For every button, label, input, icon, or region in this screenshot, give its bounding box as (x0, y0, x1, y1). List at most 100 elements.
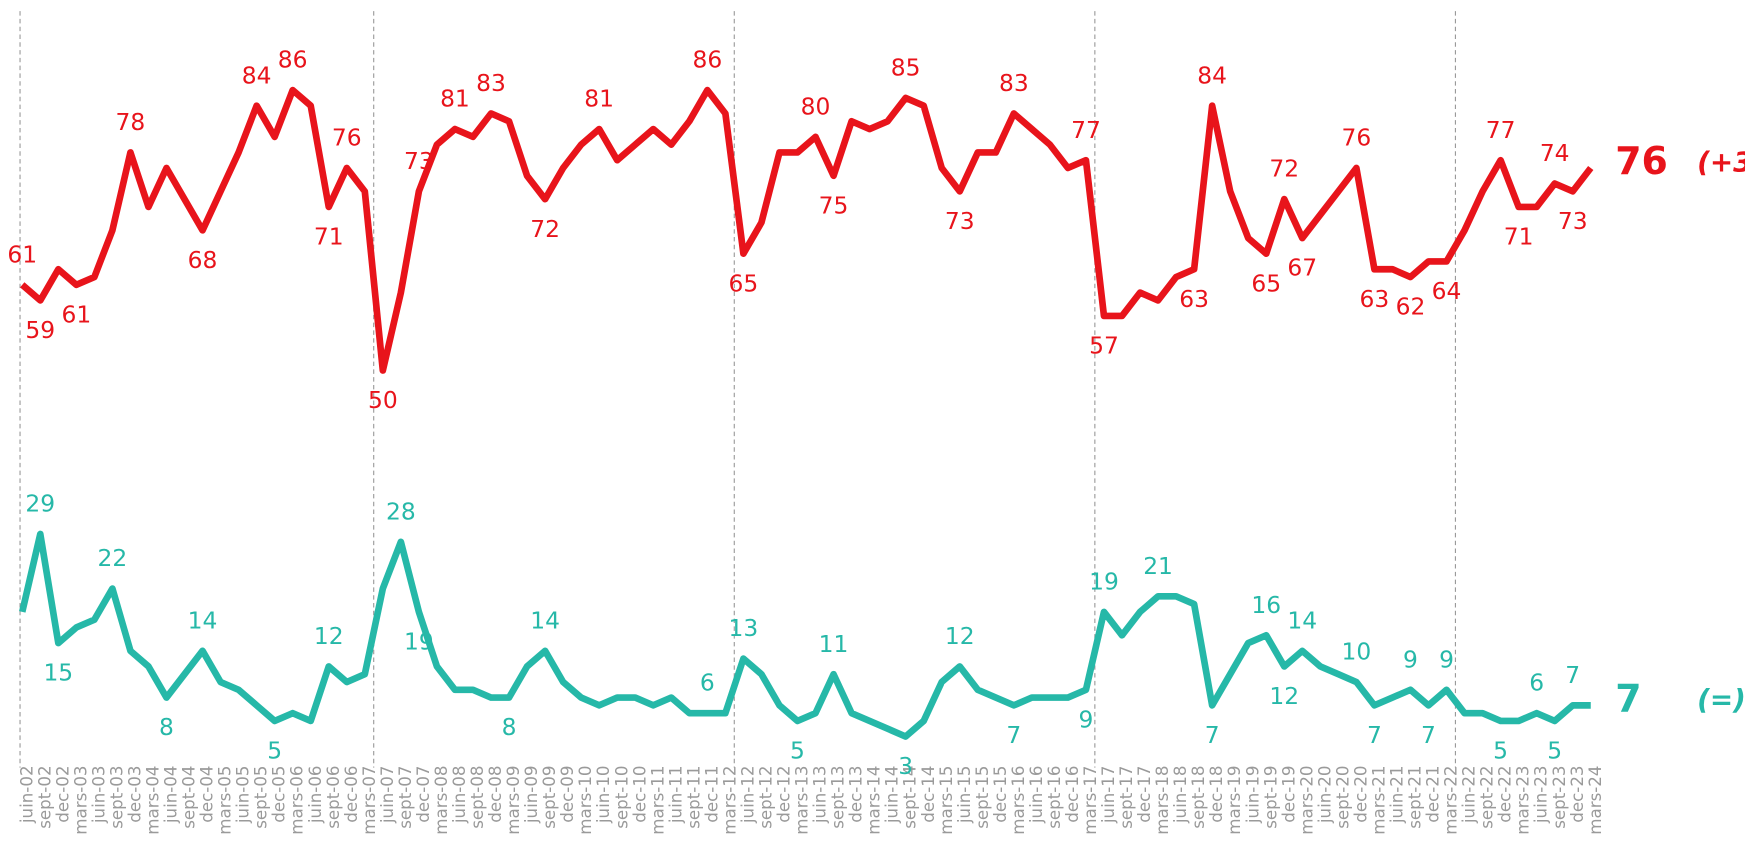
x-tick-label: juin-17 (1099, 765, 1118, 824)
x-tick-label: sept-12 (756, 765, 775, 828)
value-label: 19 (1089, 567, 1119, 595)
value-label: 85 (891, 53, 921, 81)
value-label: 8 (502, 713, 517, 741)
x-tick-label: mars-14 (865, 765, 884, 834)
x-tick-label: mars-07 (360, 765, 379, 834)
value-label: 22 (98, 544, 128, 572)
value-label: 6 (1529, 669, 1544, 697)
x-tick-label: mars-11 (648, 765, 667, 834)
x-tick-label: mars-21 (1369, 765, 1388, 834)
x-tick-label: mars-22 (1442, 765, 1461, 834)
value-label: 65 (1251, 269, 1281, 297)
value-label: 74 (1540, 139, 1570, 167)
value-label: 63 (1360, 285, 1390, 313)
value-label: 13 (729, 614, 759, 642)
value-label: 72 (1269, 155, 1299, 183)
x-tick-label: mars-08 (432, 765, 451, 834)
x-tick-label: mars-03 (71, 765, 90, 834)
x-tick-label: mars-17 (1081, 765, 1100, 834)
last-value-label: 76 (1615, 139, 1668, 183)
value-label: 83 (476, 69, 506, 97)
x-tick-label: sept-04 (180, 765, 199, 828)
x-tick-label: mars-15 (937, 765, 956, 834)
x-tick-label: dec-06 (342, 765, 361, 822)
x-tick-label: sept-16 (1045, 765, 1064, 828)
x-tick-label: dec-02 (53, 765, 72, 822)
value-label: 86 (692, 46, 722, 74)
x-tick-label: juin-22 (1460, 765, 1479, 824)
x-tick-label: sept-05 (252, 765, 271, 828)
value-label: 12 (1269, 682, 1299, 710)
x-tick-label: dec-15 (991, 765, 1010, 822)
value-label: 84 (242, 61, 272, 89)
x-tick-label: sept-20 (1333, 765, 1352, 828)
x-tick-label: juin-09 (522, 765, 541, 824)
value-label: 7 (1565, 661, 1580, 689)
value-label: 73 (1558, 207, 1588, 235)
value-label: 9 (1439, 645, 1454, 673)
x-tick-label: juin-14 (883, 765, 902, 824)
value-label: 6 (700, 669, 715, 697)
x-tick-label: dec-13 (847, 765, 866, 822)
x-tick-label: juin-21 (1388, 765, 1407, 824)
value-label: 5 (1493, 737, 1508, 765)
value-label: 77 (1486, 116, 1516, 144)
value-label: 64 (1432, 277, 1462, 305)
value-label: 9 (1079, 705, 1094, 733)
series-line (20, 86, 1594, 374)
value-label: 83 (999, 69, 1029, 97)
value-label: 7 (1205, 721, 1220, 749)
value-label: 14 (1287, 606, 1317, 634)
x-tick-label: dec-19 (1279, 765, 1298, 822)
x-tick-label: dec-10 (630, 765, 649, 822)
x-tick-label: mars-19 (1225, 765, 1244, 834)
value-label: 12 (945, 622, 975, 650)
x-tick-label: dec-14 (919, 765, 938, 822)
x-tick-label: dec-17 (1135, 765, 1154, 822)
value-label: 11 (819, 630, 849, 658)
x-tick-label: dec-11 (702, 765, 721, 822)
x-tick-label: mars-24 (1586, 765, 1605, 834)
x-tick-label: sept-22 (1478, 765, 1497, 828)
value-label: 57 (1089, 332, 1119, 360)
x-tick-label: sept-07 (396, 765, 415, 828)
value-label: 21 (1143, 552, 1173, 580)
value-label: 81 (584, 85, 614, 113)
x-tick-label: mars-18 (1153, 765, 1172, 834)
value-label: 67 (1287, 254, 1317, 282)
x-tick-label: juin-12 (738, 765, 757, 824)
x-tick-label: dec-22 (1496, 765, 1515, 822)
x-tick-label: mars-05 (216, 765, 235, 834)
x-tick-label: juin-20 (1315, 765, 1334, 824)
x-tick-label: sept-13 (829, 765, 848, 828)
x-tick-label: dec-12 (775, 765, 794, 822)
x-tick-label: dec-16 (1063, 765, 1082, 822)
x-tick-label: mars-16 (1009, 765, 1028, 834)
value-label: 5 (790, 737, 805, 765)
value-label: 78 (116, 108, 146, 136)
x-tick-label: juin-06 (306, 765, 325, 824)
x-tick-label: sept-15 (973, 765, 992, 828)
change-label: (+3) (1697, 146, 1745, 179)
value-label: 76 (332, 124, 362, 152)
value-label: 80 (801, 92, 831, 120)
value-label: 81 (440, 85, 470, 113)
value-label: 61 (61, 300, 91, 328)
x-tick-label: dec-04 (198, 765, 217, 822)
x-tick-label: mars-09 (504, 765, 523, 834)
x-tick-label: sept-02 (35, 765, 54, 828)
x-tick-label: dec-08 (486, 765, 505, 822)
value-label: 15 (43, 659, 73, 687)
x-tick-label: dec-07 (414, 765, 433, 822)
value-label: 75 (819, 191, 849, 219)
x-tick-label: sept-08 (468, 765, 487, 828)
value-label: 9 (1403, 645, 1418, 673)
last-value-label: 7 (1615, 676, 1641, 720)
value-label: 71 (1504, 223, 1534, 251)
x-tick-label: juin-19 (1243, 765, 1262, 824)
value-label: 7 (1367, 721, 1382, 749)
x-tick-label: mars-10 (576, 765, 595, 834)
value-label: 86 (278, 46, 308, 74)
x-tick-label: mars-06 (288, 765, 307, 834)
value-label: 14 (530, 606, 560, 634)
